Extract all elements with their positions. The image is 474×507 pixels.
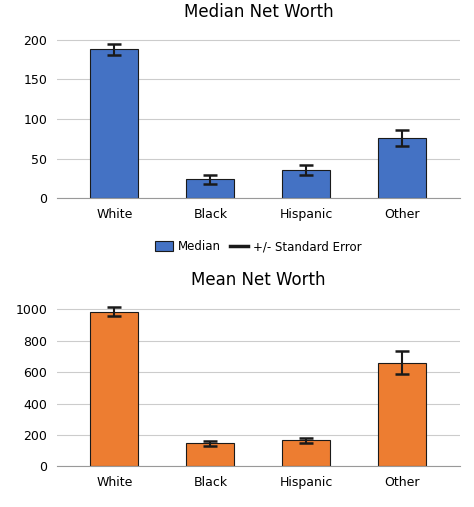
Bar	[283, 170, 330, 198]
Bar	[91, 312, 138, 466]
Bar	[378, 363, 426, 466]
Bar	[283, 441, 330, 466]
Title: Mean Net Worth: Mean Net Worth	[191, 271, 326, 289]
Bar	[186, 179, 234, 198]
Bar	[378, 138, 426, 198]
Bar	[91, 49, 138, 198]
Legend: Mean, +/- Standard Error: Mean, +/- Standard Error	[156, 503, 361, 507]
Legend: Median, +/- Standard Error: Median, +/- Standard Error	[151, 235, 366, 258]
Title: Median Net Worth: Median Net Worth	[183, 3, 333, 21]
Bar	[186, 443, 234, 466]
